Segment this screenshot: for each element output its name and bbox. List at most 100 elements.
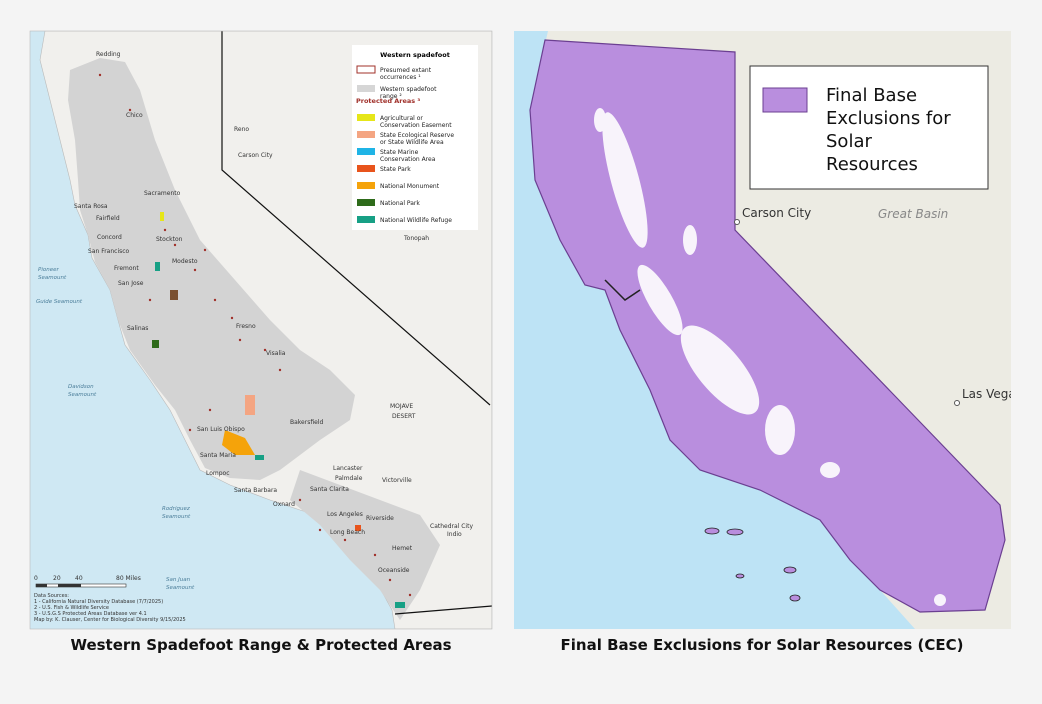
region: MOJAVE [390,403,413,410]
legend-swatch [356,65,376,74]
place: Cathedral City [430,523,473,530]
place: Las Vegas [962,387,1022,401]
legend-label: Western spadefoot range ² [380,86,437,100]
seamount: Pioneer [38,267,59,273]
city-dot [734,219,740,225]
legend-subtitle: Protected Areas ³ [356,97,420,105]
seamount: Guide Seamount [36,299,83,305]
place: Fairfield [96,215,120,222]
protected-areas [152,212,405,608]
spadefoot-range-south [290,470,440,620]
place: Chico [126,112,143,119]
seamount: Rodriguez [162,506,190,512]
data-sources: Data Sources:1 - California Natural Dive… [34,593,186,623]
place: Carson City [742,206,811,220]
legend-swatch [357,131,375,138]
legend-swatch [357,216,375,223]
city-dot [954,400,960,406]
place: Reno [234,126,249,133]
source-line: 3 - U.S.G.S Protected Areas Database ver… [34,611,147,617]
legend-swatch [357,182,375,189]
legend-box [749,65,989,190]
seamount: Seamount [166,585,195,591]
non-excluded-areas [594,108,946,606]
place: Santa Clarita [310,486,349,493]
place: Victorville [382,477,412,484]
source-line: Map by: K. Clauser, Center for Biologica… [34,617,186,623]
place: Palmdale [335,475,363,482]
place: Salinas [127,325,148,332]
place: Fremont [114,265,139,272]
region: Great Basin [878,207,948,221]
caption: Final Base Exclusions for Solar Resource… [561,636,964,654]
place: Santa Rosa [74,203,108,210]
scale-label: 80 Miles [116,575,141,582]
region: DESERT [392,413,416,420]
place: Stockton [156,236,183,243]
legend-swatch [762,87,808,113]
place: Carson City [238,152,273,159]
legend-label: State Park [380,166,411,173]
seamount: Seamount [38,275,67,281]
place: San Jose [118,280,144,287]
legend-swatch [357,114,375,121]
place: Sacramento [144,190,181,197]
islands [704,527,801,602]
legend: Western spadefoot Protected Areas ³ Pres… [352,45,478,230]
place: Riverside [366,515,394,522]
place: Santa Maria [200,452,236,459]
source-line: 1 - California Natural Diversity Databas… [34,599,163,605]
place: Visalia [266,350,286,357]
place: Oxnard [273,501,295,508]
legend-label: Presumed extant occurrences ¹ [380,67,432,81]
legend-label: State Ecological Reserve or State Wildlif… [380,132,454,146]
place: Concord [97,234,122,241]
legend-swatch [357,148,375,155]
source-line: 2 - U.S. Fish & Wildlife Service [34,605,109,611]
bay [604,279,641,301]
legend-label: Final Base Exclusions for Solar Resources [826,85,951,175]
place: Hemet [392,545,413,552]
place: Oceanside [378,567,410,574]
place: Tonopah [403,235,429,242]
place: San Francisco [88,248,130,255]
seamount: Seamount [162,514,191,520]
place: Fresno [236,323,256,330]
scale-label: 40 [75,575,83,582]
place: San Luis Obispo [197,426,245,433]
place: Lompoc [206,470,230,477]
legend-swatch [357,199,375,206]
seamount: Seamount [68,392,97,398]
scale-label: 0 [34,575,38,582]
scale-label: 20 [53,575,61,582]
seamount: San Juan [166,577,191,583]
legend-label: National Park [380,200,420,207]
caption: Western Spadefoot Range & Protected Area… [70,636,451,654]
legend-label: Agricultural or Conservation Easement [380,115,452,129]
place: Lancaster [333,465,363,472]
occurrences [98,73,412,597]
mexico-border [394,605,492,615]
legend-label: National Wildlife Refuge [380,217,452,224]
spadefoot-range [68,58,355,480]
place: Indio [447,531,462,538]
scale-bar: 0 20 40 80 Miles [34,575,141,588]
source-line: Data Sources: [34,593,69,599]
exclusion-area [529,39,1006,613]
place: Long Beach [330,529,365,536]
state-border [221,31,491,406]
seamount: Davidson [68,384,94,390]
place: Bakersfield [290,419,323,426]
place: Santa Barbara [234,487,277,494]
legend-label: State Marine Conservation Area [380,149,436,163]
legend-swatch [357,85,375,92]
place: Redding [96,51,121,58]
left-frame [29,30,493,630]
place-labels: Redding Chico Sacramento Santa Rosa Fair… [36,51,473,591]
legend-title: Western spadefoot [380,51,450,59]
right-map: Carson City Great Basin Las Vegas Final … [514,31,1022,629]
place: Los Angeles [327,511,363,518]
legend-label: National Monument [380,183,440,190]
